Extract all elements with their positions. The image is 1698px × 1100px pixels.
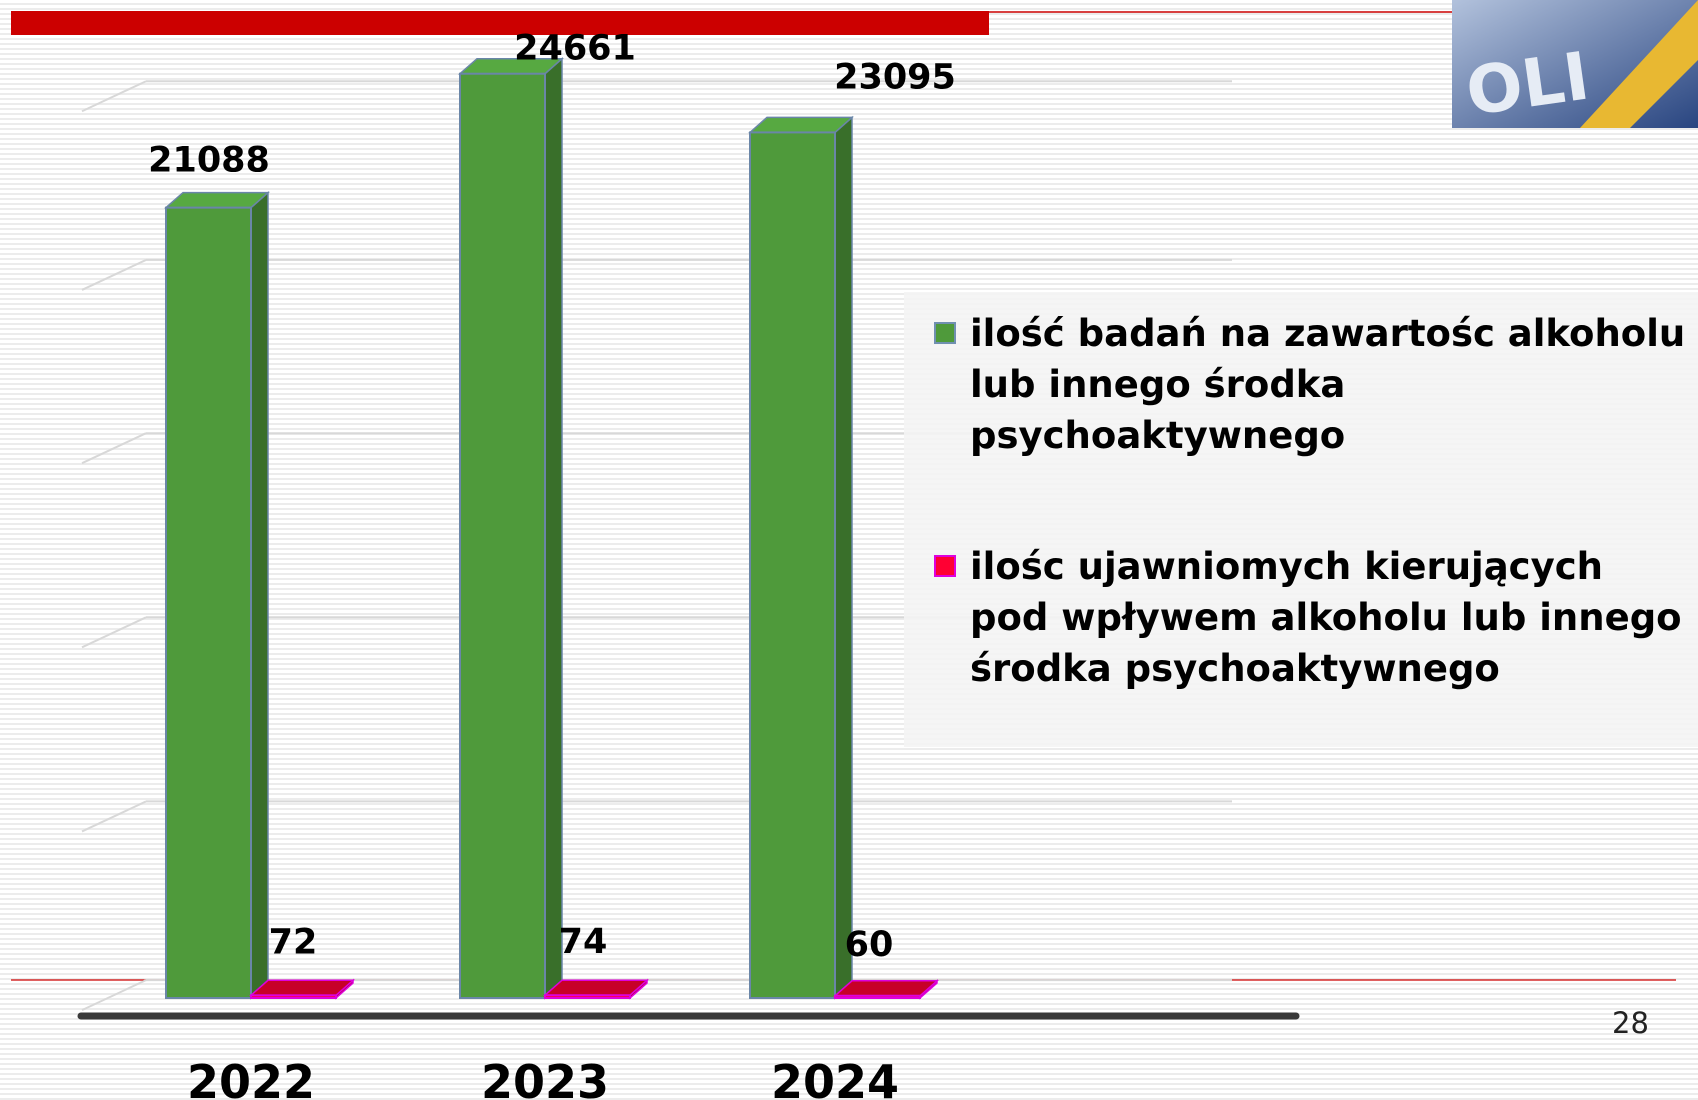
photo: OLI: [1452, 0, 1698, 131]
bar: [544, 994, 631, 1000]
bar-side: [544, 57, 563, 1000]
x-tick-label: 2022: [187, 1055, 315, 1100]
data-label: 21088: [148, 141, 270, 181]
data-label: 60: [845, 925, 894, 965]
data-label: 74: [559, 922, 608, 962]
header-bar: [11, 11, 989, 35]
legend-swatch: [934, 322, 956, 344]
bar-top: [249, 979, 355, 997]
wall-edge: [81, 616, 147, 649]
wall-edge: [81, 432, 147, 465]
x-tick-label: 2023: [481, 1055, 609, 1100]
data-label: 23095: [834, 57, 956, 97]
wall-edge: [81, 259, 147, 291]
data-label: 24661: [514, 29, 636, 69]
bar-side: [834, 115, 853, 1000]
bar-side: [250, 190, 269, 1000]
wall-edge: [81, 80, 147, 113]
legend-label: ilość badań na zawartośc alkoholu lub in…: [970, 312, 1686, 457]
bar-top: [833, 980, 939, 997]
legend: ilość badań na zawartośc alkoholu lub in…: [904, 292, 1698, 747]
bar-top: [543, 979, 649, 996]
bar: [250, 994, 337, 1000]
legend-swatch: [934, 555, 956, 577]
svg-text:OLI: OLI: [1462, 38, 1594, 131]
bar-top: [748, 116, 854, 134]
bar: [749, 131, 836, 999]
bar: [459, 72, 546, 999]
data-label: 72: [269, 922, 318, 962]
legend-label: ilośc ujawniomych kierujących pod wpływe…: [970, 545, 1682, 690]
page-number: 28: [1612, 1006, 1649, 1040]
bar-top: [164, 191, 270, 209]
bar: [834, 994, 921, 1000]
bar: [165, 206, 252, 999]
plot-area: 2022 21088 72 2023 24661 74 2024 23095 60: [81, 29, 1232, 1100]
wall-edge: [81, 979, 147, 1012]
x-tick-label: 2024: [771, 1055, 899, 1100]
wall-edge: [81, 800, 147, 833]
